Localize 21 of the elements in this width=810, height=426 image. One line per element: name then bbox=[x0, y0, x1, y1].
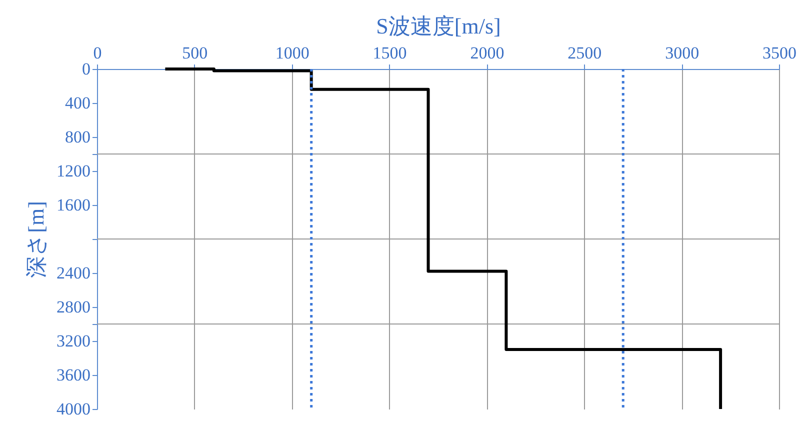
y-tick-label: 3200 bbox=[56, 332, 90, 350]
x-tick-label: 0 bbox=[93, 44, 102, 62]
y-tick-label: 2400 bbox=[56, 264, 90, 282]
y-tick-label: 800 bbox=[65, 128, 90, 146]
y-tick-label: 400 bbox=[65, 94, 90, 112]
x-tick-label: 2000 bbox=[470, 44, 504, 62]
y-tick-label: 2800 bbox=[56, 298, 90, 316]
y-tick-label: 3600 bbox=[56, 366, 90, 384]
line-series bbox=[164, 68, 722, 410]
y-tick-label: 1200 bbox=[56, 162, 90, 180]
x-tick-label: 1000 bbox=[275, 44, 310, 62]
x-tick-label: 3000 bbox=[665, 44, 700, 62]
y-tick-label: 4000 bbox=[56, 400, 90, 418]
y-tick-label: 0 bbox=[82, 60, 90, 78]
x-tick-label: 3500 bbox=[762, 44, 796, 62]
y-tick-label: 1600 bbox=[56, 196, 90, 214]
y-axis-title: 深さ[m] bbox=[24, 201, 48, 278]
x-axis-title: S波速度[m/s] bbox=[376, 14, 501, 38]
x-tick-label: 500 bbox=[182, 44, 208, 62]
x-tick-label: 1500 bbox=[372, 44, 407, 62]
x-tick-label: 2500 bbox=[568, 44, 602, 62]
